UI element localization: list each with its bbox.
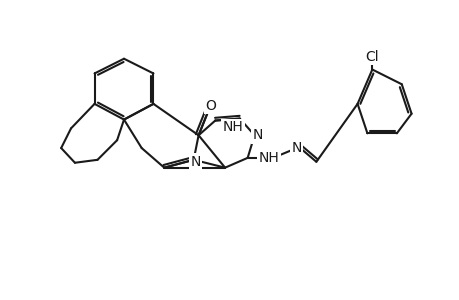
Text: O: O (205, 99, 215, 113)
Text: NH: NH (222, 120, 243, 134)
Text: N: N (291, 141, 301, 155)
Text: NH: NH (258, 151, 279, 165)
Text: Cl: Cl (365, 50, 378, 64)
Text: N: N (190, 155, 201, 169)
Text: N: N (252, 128, 262, 142)
